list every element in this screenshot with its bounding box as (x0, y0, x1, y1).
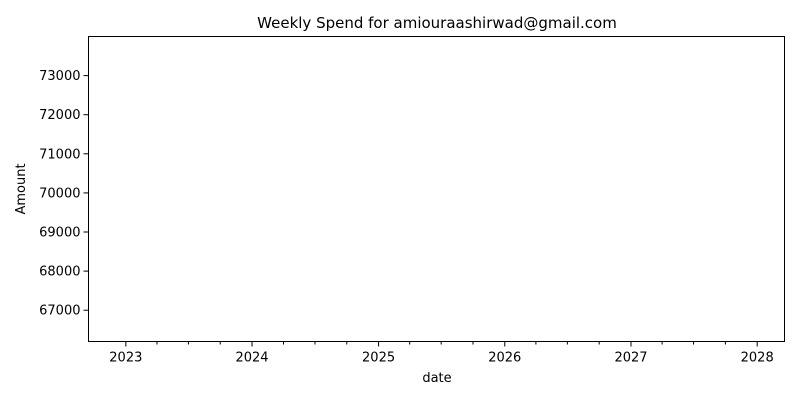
y-tick-label: 71000 (39, 147, 80, 162)
plot-area (88, 36, 785, 342)
y-tick-label: 72000 (39, 108, 80, 123)
x-tick-label: 2023 (109, 351, 142, 366)
x-axis-label: date (422, 371, 451, 386)
x-tick-label: 2026 (488, 351, 521, 366)
x-tick-label: 2027 (614, 351, 647, 366)
y-axis: 67000 68000 69000 70000 71000 72000 73000 (39, 69, 89, 319)
y-tick-label: 67000 (39, 304, 80, 319)
x-tick-label: 2024 (235, 351, 268, 366)
y-tick-label: 70000 (39, 186, 80, 201)
y-tick-label: 68000 (39, 265, 80, 280)
y-tick-label: 73000 (39, 69, 80, 84)
y-axis-label: Amount (14, 163, 29, 214)
y-tick-label: 69000 (39, 226, 80, 241)
chart-title: Weekly Spend for amiouraashirwad@gmail.c… (257, 14, 617, 32)
x-tick-label: 2028 (741, 351, 774, 366)
x-axis: 2023 2024 2025 2026 2027 2028 (109, 341, 774, 366)
x-tick-label: 2025 (362, 351, 395, 366)
